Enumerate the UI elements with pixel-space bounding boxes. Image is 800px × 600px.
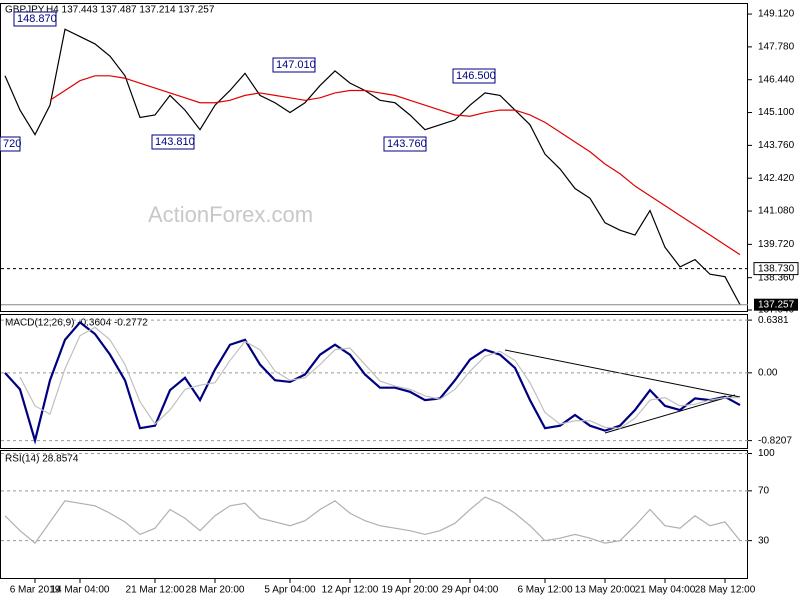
- annotation-box: [383, 136, 427, 152]
- y-tick-label: 0.6381: [758, 315, 789, 326]
- x-tick-label: 29 Apr 04:00: [442, 585, 499, 596]
- y-tick-label: 70: [758, 485, 770, 496]
- rsi-pane: [0, 450, 748, 579]
- y-tick-label: 149.120: [758, 9, 795, 20]
- x-tick-label: 5 Apr 04:00: [264, 585, 316, 596]
- y-tick-label: 147.780: [758, 42, 795, 53]
- annotation: 147.010: [276, 59, 316, 71]
- macd-trendline: [604, 394, 736, 434]
- x-tick-label: 19 Apr 20:00: [382, 585, 439, 596]
- x-tick-label: 28 May 12:00: [695, 585, 756, 596]
- x-tick-label: 6 May 12:00: [517, 585, 572, 596]
- price-pane: [0, 3, 748, 312]
- y-tick-label: 100: [758, 448, 775, 459]
- annotation-box: [151, 134, 195, 150]
- x-tick-label: 14 Mar 04:00: [51, 585, 110, 596]
- annotation-box: [13, 11, 57, 27]
- y-tick-label: 0.00: [758, 367, 778, 378]
- series-line: [4, 320, 741, 445]
- y-tick-label: 145.100: [758, 107, 795, 118]
- annotation-box: [452, 68, 496, 84]
- watermark: ActionForex.com: [148, 202, 313, 227]
- x-tick-label: 13 May 20:00: [575, 585, 636, 596]
- annotation-box: [272, 57, 316, 73]
- y-tick-label: 146.440: [758, 74, 795, 85]
- x-tick-label: 21 Mar 12:00: [126, 585, 185, 596]
- last-price-label: 137.257: [758, 299, 795, 310]
- annotation: 720: [3, 138, 21, 150]
- rsi-title: RSI(14) 28.8574: [5, 454, 79, 465]
- price-title: GBPJPY,H4 137.443 137.487 137.214 137.25…: [5, 5, 215, 16]
- y-tick-label: 139.720: [758, 239, 795, 250]
- y-tick-label: 143.760: [758, 140, 795, 151]
- series-line: [4, 496, 741, 545]
- x-tick-label: 12 Apr 12:00: [322, 585, 379, 596]
- y-tick-label: 141.080: [758, 206, 795, 217]
- x-tick-label: 21 May 04:00: [635, 585, 696, 596]
- y-tick-label: 30: [758, 535, 770, 546]
- y-tick-label: 142.420: [758, 173, 795, 184]
- series-line: [49, 75, 741, 256]
- series-line: [4, 28, 741, 305]
- series-line: [19, 326, 740, 429]
- annotation-box: [0, 136, 21, 152]
- annotation: 146.500: [456, 70, 496, 82]
- y-tick-label: -0.8207: [758, 435, 792, 446]
- y-tick-label: 138.360: [758, 272, 795, 283]
- annotation: 143.760: [387, 138, 427, 150]
- macd-title: MACD(12,26,9) -0.3604 -0.2772: [5, 318, 148, 329]
- macd-trendline: [504, 349, 741, 398]
- annotation: 143.810: [155, 136, 195, 148]
- reference-label: 138.730: [758, 263, 795, 274]
- x-tick-label: 6 Mar 2019: [10, 585, 61, 596]
- last-price-box: [754, 298, 798, 311]
- annotation: 148.870: [17, 13, 57, 25]
- x-tick-label: 28 Mar 20:00: [186, 585, 245, 596]
- reference-label-box: [753, 262, 799, 276]
